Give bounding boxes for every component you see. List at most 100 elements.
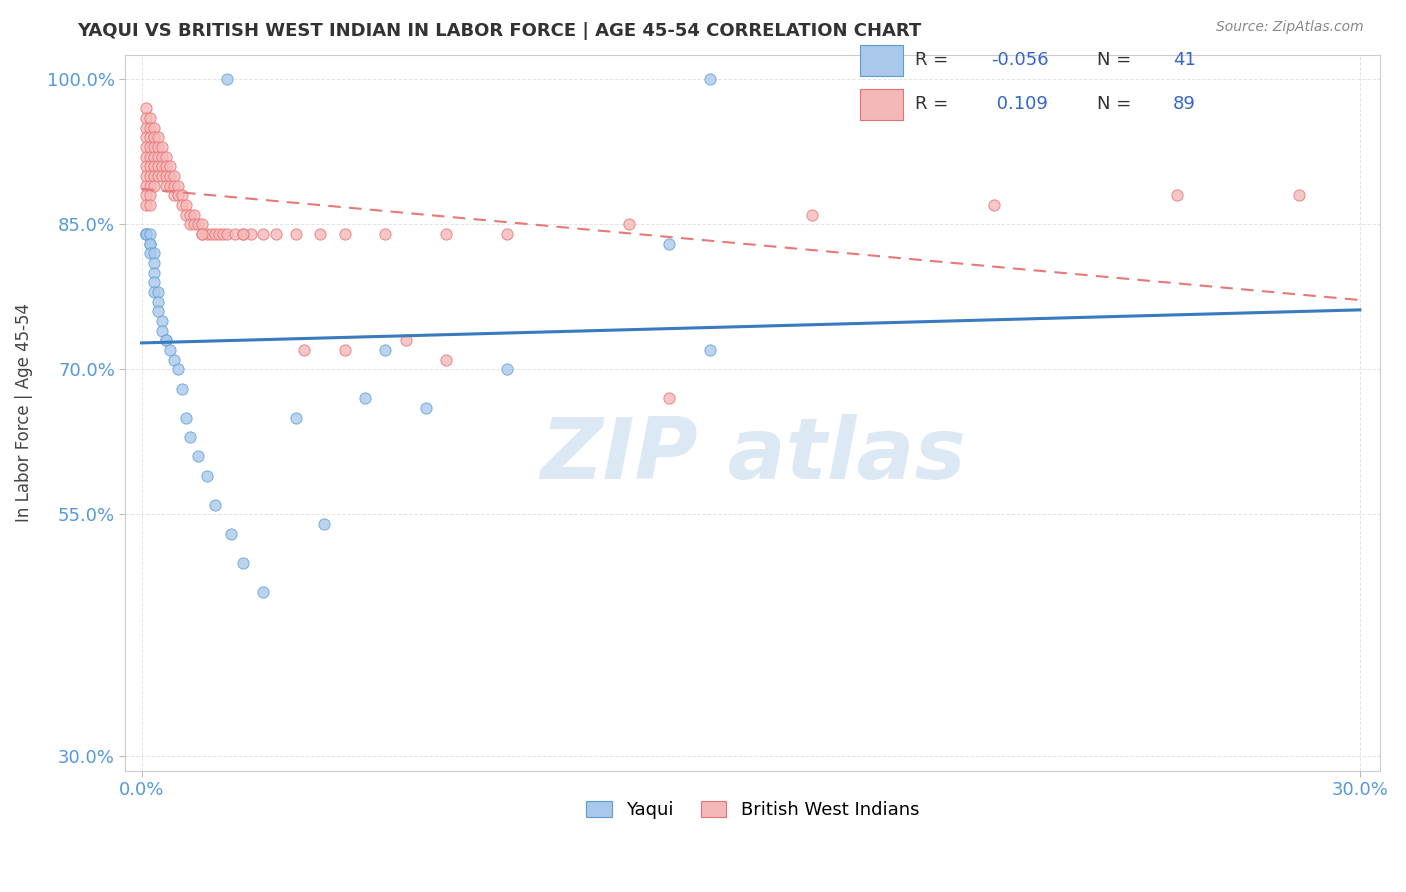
Text: -0.056: -0.056	[991, 51, 1049, 69]
Point	[191, 227, 214, 241]
Point	[167, 362, 190, 376]
Point	[309, 227, 332, 241]
Point	[195, 227, 218, 241]
Point	[167, 188, 190, 202]
Point	[155, 334, 177, 348]
Point	[138, 198, 160, 212]
Point	[159, 178, 181, 193]
Point	[800, 208, 823, 222]
Point	[146, 140, 169, 154]
Point	[496, 227, 519, 241]
Point	[138, 169, 160, 183]
Point	[240, 227, 263, 241]
Point	[135, 101, 157, 115]
Point	[138, 178, 160, 193]
Point	[232, 227, 254, 241]
Point	[163, 178, 186, 193]
Point	[146, 285, 169, 299]
Point	[138, 227, 160, 241]
Point	[142, 256, 165, 270]
Point	[183, 218, 205, 232]
Text: R =: R =	[915, 95, 955, 113]
Point	[142, 140, 165, 154]
Point	[215, 227, 238, 241]
Point	[163, 169, 186, 183]
Point	[135, 198, 157, 212]
Point	[135, 130, 157, 145]
Point	[1288, 188, 1310, 202]
Point	[172, 382, 194, 396]
Point	[699, 72, 721, 87]
Point	[150, 324, 173, 338]
Point	[179, 208, 201, 222]
Point	[172, 198, 194, 212]
Bar	[860, 89, 903, 120]
Point	[142, 246, 165, 260]
Point	[135, 178, 157, 193]
Point	[159, 169, 181, 183]
Point	[146, 130, 169, 145]
Point	[187, 450, 209, 464]
Point	[191, 227, 214, 241]
Point	[204, 498, 226, 512]
Text: YAQUI VS BRITISH WEST INDIAN IN LABOR FORCE | AGE 45-54 CORRELATION CHART: YAQUI VS BRITISH WEST INDIAN IN LABOR FO…	[77, 22, 921, 40]
Point	[1166, 188, 1188, 202]
Point	[163, 352, 186, 367]
Point	[135, 227, 157, 241]
Point	[142, 285, 165, 299]
Point	[174, 410, 197, 425]
Point	[142, 178, 165, 193]
Point	[138, 150, 160, 164]
Point	[415, 401, 437, 415]
Point	[394, 334, 416, 348]
Y-axis label: In Labor Force | Age 45-54: In Labor Force | Age 45-54	[15, 303, 32, 523]
Point	[155, 334, 177, 348]
Point	[146, 159, 169, 173]
Bar	[860, 45, 903, 76]
Point	[191, 218, 214, 232]
Point	[496, 362, 519, 376]
Point	[215, 72, 238, 87]
Point	[183, 208, 205, 222]
Point	[138, 188, 160, 202]
Point	[146, 169, 169, 183]
Point	[135, 150, 157, 164]
Point	[333, 227, 356, 241]
Point	[204, 227, 226, 241]
Point	[138, 111, 160, 125]
Point	[138, 120, 160, 135]
Text: 41: 41	[1173, 51, 1195, 69]
Point	[142, 266, 165, 280]
Point	[333, 343, 356, 357]
Point	[150, 169, 173, 183]
Point	[224, 227, 246, 241]
Point	[135, 159, 157, 173]
Point	[617, 218, 640, 232]
Point	[292, 343, 315, 357]
Point	[252, 584, 274, 599]
Text: N =: N =	[1097, 95, 1136, 113]
Point	[146, 294, 169, 309]
Point	[135, 188, 157, 202]
Point	[983, 198, 1005, 212]
Point	[163, 188, 186, 202]
Point	[699, 343, 721, 357]
Text: R =: R =	[915, 51, 955, 69]
Point	[211, 227, 233, 241]
Legend: Yaqui, British West Indians: Yaqui, British West Indians	[579, 793, 927, 826]
Point	[146, 304, 169, 318]
Point	[138, 140, 160, 154]
Point	[155, 159, 177, 173]
Text: 89: 89	[1173, 95, 1195, 113]
Point	[155, 178, 177, 193]
Point	[187, 218, 209, 232]
Point	[135, 169, 157, 183]
Point	[150, 159, 173, 173]
Point	[159, 159, 181, 173]
Point	[142, 150, 165, 164]
Point	[658, 392, 681, 406]
Point	[138, 236, 160, 251]
Point	[284, 410, 307, 425]
Point	[135, 111, 157, 125]
Point	[135, 227, 157, 241]
